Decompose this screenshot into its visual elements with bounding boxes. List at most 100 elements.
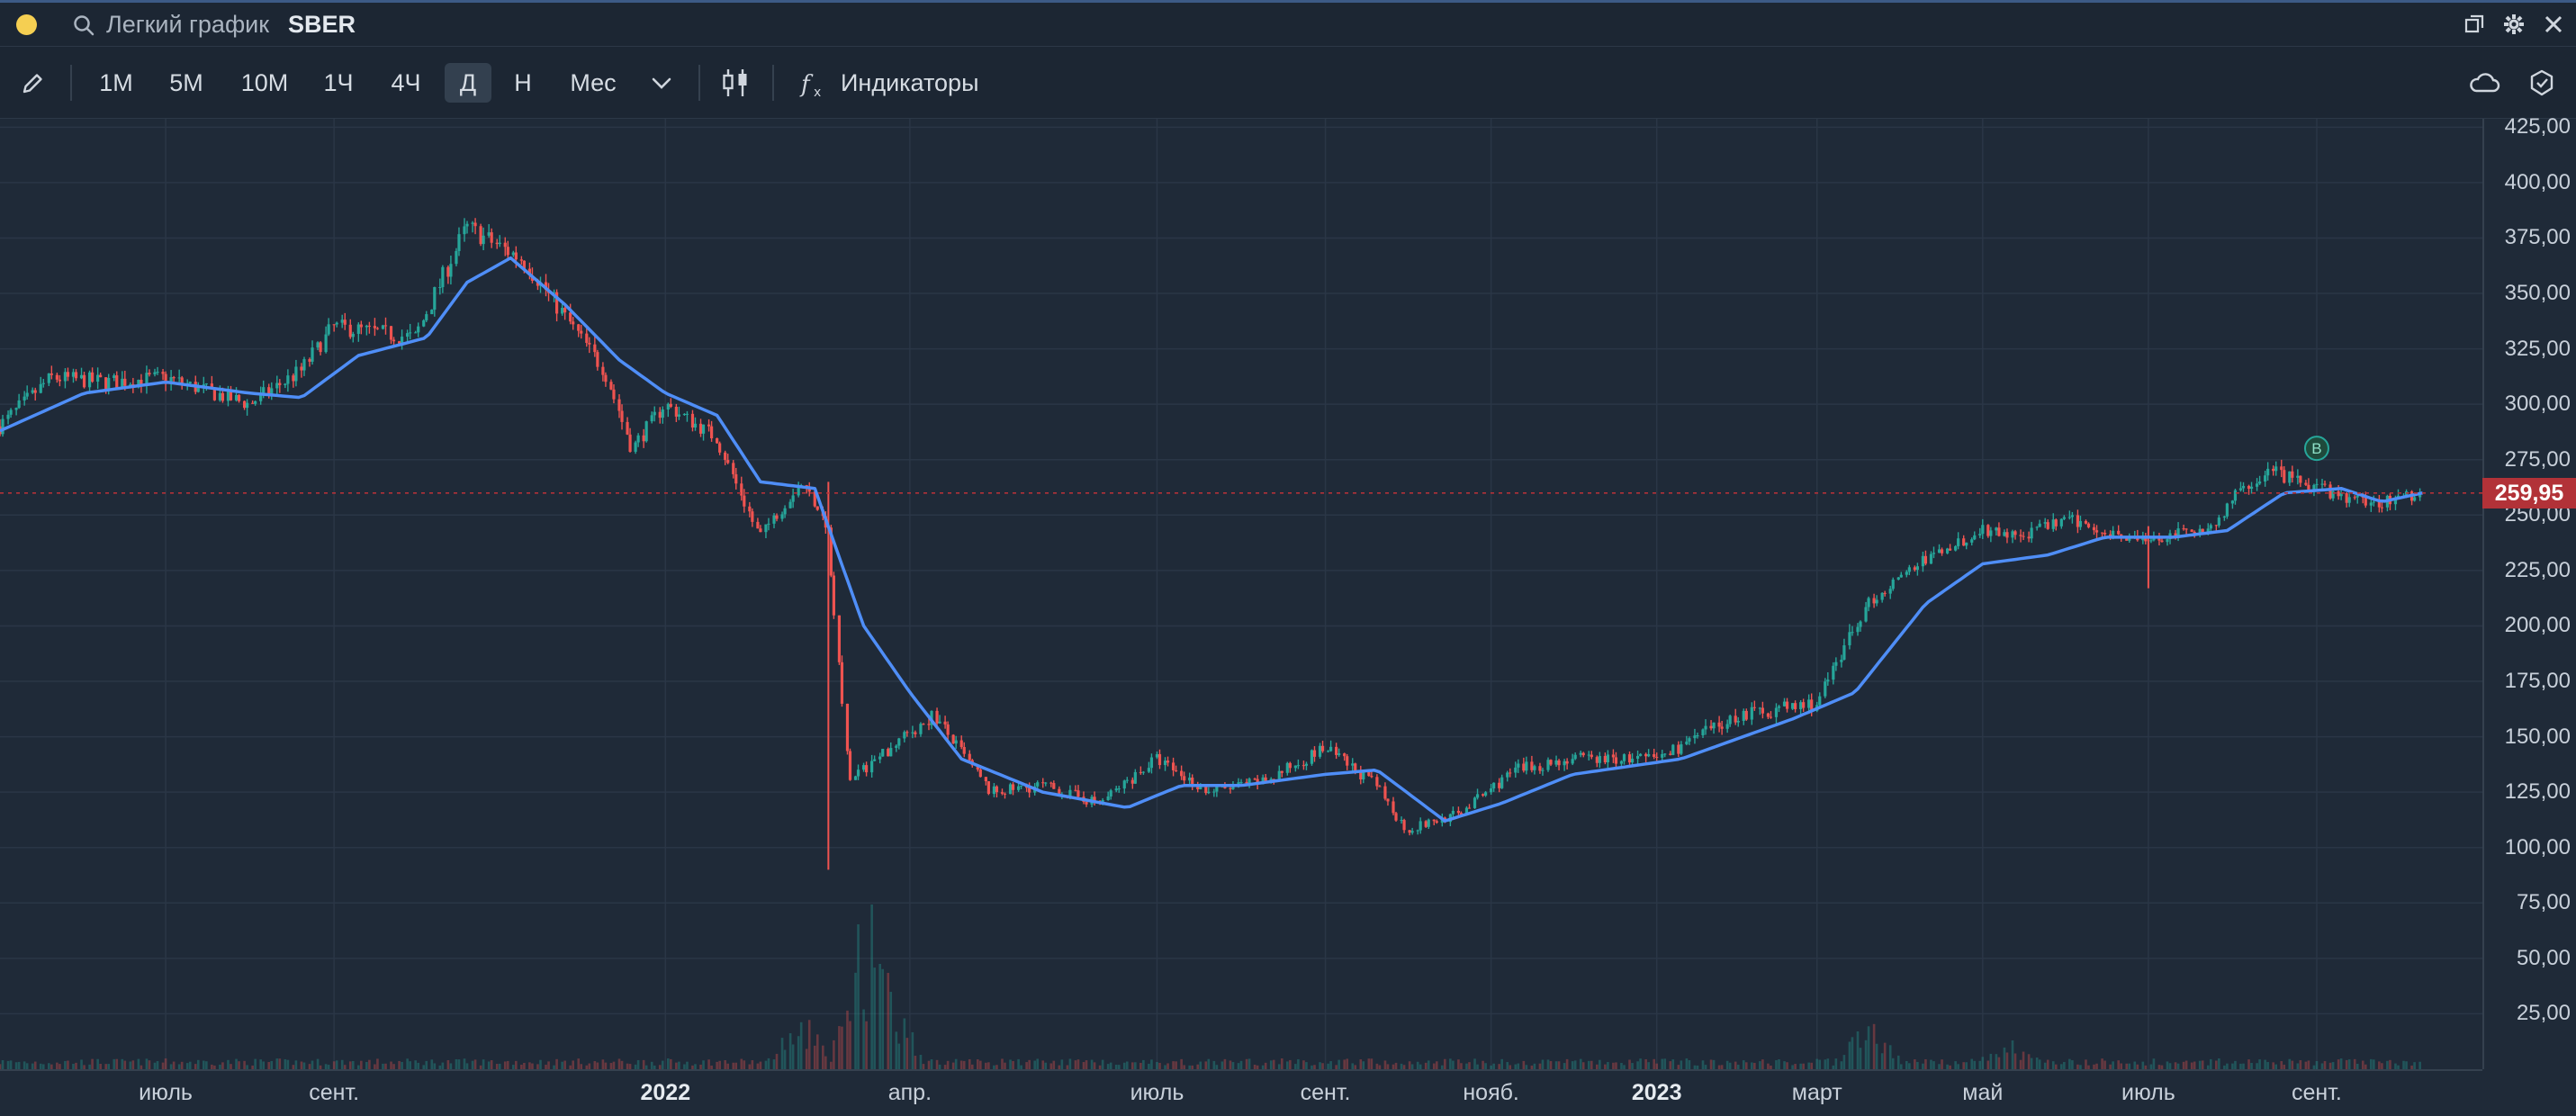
candle-body <box>1223 786 1227 788</box>
timeframe-5m-button[interactable]: 5М <box>169 69 203 96</box>
candle-body <box>716 437 719 444</box>
search-input[interactable]: Легкий график <box>106 11 270 38</box>
volume-bar <box>2394 1063 2397 1069</box>
candle-body <box>389 326 393 340</box>
candle-body <box>270 388 274 395</box>
volume-bar <box>164 1058 167 1069</box>
indicators-button[interactable]: Индикаторы <box>841 69 979 96</box>
price-tick-label: 25,00 <box>2516 1001 2571 1026</box>
candle-body <box>1525 761 1528 771</box>
volume-bar <box>327 1065 330 1069</box>
indicators-icon[interactable]: f x <box>799 70 830 99</box>
timeframe-1m-button[interactable]: 1М <box>99 69 133 96</box>
candle-body <box>544 282 548 291</box>
timeframe-week-button[interactable]: Н <box>514 69 532 96</box>
volume-bar <box>2402 1060 2405 1069</box>
price-axis[interactable]: 425,00 400,00 375,00 350,00 325,00 300,00 275,… <box>2482 114 2576 1069</box>
volume-bar <box>180 1061 184 1069</box>
volume-bar <box>862 1009 865 1069</box>
pencil-icon[interactable] <box>20 71 45 96</box>
volume-bar <box>1628 1059 1631 1069</box>
candle-body <box>1375 777 1379 787</box>
candle-body <box>1685 741 1689 744</box>
volume-bar <box>2413 1062 2416 1069</box>
candlestick-type-icon[interactable] <box>720 67 751 99</box>
volume-bar <box>2103 1060 2106 1069</box>
volume-bar <box>1701 1060 1705 1069</box>
volume-bar <box>2013 1053 2017 1069</box>
volume-bar <box>1009 1059 1012 1069</box>
toolbar-divider <box>698 65 700 101</box>
candle-body <box>96 374 100 382</box>
candle-body <box>156 372 159 374</box>
volume-bar <box>2112 1061 2114 1069</box>
price-chart[interactable]: B <box>0 119 2482 1069</box>
volume-bar <box>545 1065 547 1069</box>
chevron-down-icon[interactable] <box>650 74 673 92</box>
volume-bar <box>1647 1062 1650 1069</box>
candle-body <box>359 324 363 328</box>
volume-bar <box>382 1063 384 1069</box>
volume-bar <box>1367 1058 1371 1069</box>
window-dot-icon[interactable] <box>16 14 37 35</box>
candle-body <box>1777 706 1781 708</box>
volume-bar <box>490 1059 493 1069</box>
volume-bar <box>914 1056 917 1069</box>
candle-body <box>1915 566 1919 571</box>
candle-body <box>2043 522 2047 524</box>
candle-body <box>569 312 572 322</box>
time-tick-label: июль <box>139 1080 193 1105</box>
volume-bar <box>751 1060 754 1069</box>
candle-body <box>2291 471 2294 478</box>
candle-body <box>340 320 344 323</box>
volume-bar <box>561 1061 563 1069</box>
volume-bar <box>938 1064 941 1069</box>
cloud-icon[interactable] <box>2468 70 2500 95</box>
timeframe-1h-button[interactable]: 1Ч <box>323 69 354 96</box>
time-tick-label: нояб. <box>1463 1080 1519 1105</box>
volume-bar <box>1522 1060 1526 1069</box>
timeframe-4h-button[interactable]: 4Ч <box>391 69 421 96</box>
gear-icon[interactable] <box>2500 11 2527 38</box>
volume-bar <box>2323 1060 2327 1069</box>
candle-body <box>2019 535 2022 536</box>
time-tick-label: сент. <box>2292 1080 2342 1105</box>
timeframe-day-button[interactable]: Д <box>445 63 491 103</box>
close-icon[interactable] <box>2540 11 2567 38</box>
price-tick-label: 325,00 <box>2504 336 2571 361</box>
candle-body <box>1058 788 1061 796</box>
candle-body <box>734 473 738 484</box>
candle-body <box>1155 753 1159 758</box>
volume-bar <box>2242 1063 2245 1069</box>
volume-bar <box>1020 1065 1022 1069</box>
volume-bar <box>2043 1062 2047 1069</box>
buy-marker[interactable]: B <box>2303 436 2329 462</box>
volume-bar <box>1851 1037 1854 1069</box>
volume-bar <box>1338 1059 1340 1069</box>
candle-body <box>441 266 445 287</box>
candle-body <box>1304 763 1309 766</box>
candle-body <box>1929 554 1933 564</box>
search-icon[interactable] <box>72 14 95 37</box>
timeframe-10m-button[interactable]: 10М <box>240 69 289 96</box>
candle-body <box>1603 755 1607 763</box>
volume-bar <box>0 1064 2 1069</box>
candle-body <box>487 232 491 236</box>
volume-bar <box>1041 1060 1045 1069</box>
volume-bar <box>96 1058 99 1069</box>
candle-body <box>319 342 322 353</box>
candle-body <box>764 524 768 533</box>
shield-check-icon[interactable] <box>2527 68 2556 97</box>
timeframe-month-button[interactable]: Мес <box>570 69 617 96</box>
candle-body <box>479 226 482 245</box>
popout-icon[interactable] <box>2461 11 2488 38</box>
volume-bar <box>2079 1065 2082 1069</box>
price-tick-label: 175,00 <box>2504 669 2571 693</box>
ticker-symbol[interactable]: SBER <box>288 11 356 38</box>
volume-bar <box>2381 1063 2383 1069</box>
candle-body <box>1669 753 1672 755</box>
time-axis[interactable]: июль сент. 2022 апр. июль сент. нояб. 2023 март м… <box>0 1069 2482 1116</box>
volume-bar <box>1704 1065 1707 1069</box>
volume-bar <box>140 1065 143 1069</box>
volume-bar <box>39 1063 42 1069</box>
